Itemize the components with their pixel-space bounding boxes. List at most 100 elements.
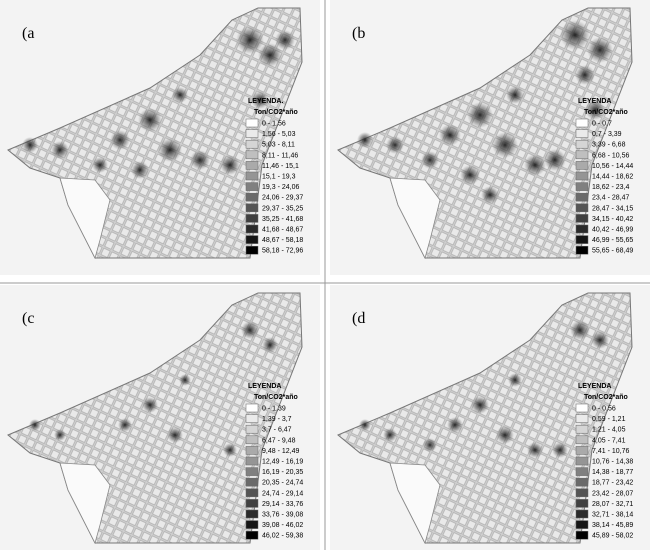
emission-hotspot [447, 417, 463, 433]
legend-swatch [575, 171, 589, 181]
legend-swatch [575, 235, 589, 244]
emission-hotspot [131, 161, 149, 179]
panel: (b LEYENDA Ton/CO2*año 0 - 0,7 0,7 - 3,39 3,3… [330, 0, 650, 275]
legend-label: 0 - 1,39 [262, 406, 286, 413]
emission-hotspot [460, 165, 480, 185]
panel: (c LEYENDA Ton/CO2*año 0 - 1,39 1,39 - 3,7 3,… [0, 285, 320, 555]
emission-hotspot [92, 157, 108, 173]
legend-unit: Ton/CO2*año [254, 109, 298, 116]
legend-swatch [245, 477, 259, 487]
legend-label: 29,14 - 33,76 [262, 501, 303, 508]
panel-label: (c [22, 310, 34, 327]
panel-label: (d [352, 310, 365, 327]
legend-swatch [575, 245, 589, 255]
legend-swatch [245, 150, 259, 160]
open-area [389, 177, 441, 260]
legend-label: 6,47 - 9,48 [262, 437, 296, 444]
emission-hotspot [357, 132, 373, 148]
legend-label: 39,08 - 46,02 [262, 522, 303, 529]
legend-label: 48,67 - 58,18 [262, 237, 303, 244]
legend-swatch [245, 245, 259, 255]
emission-hotspot [258, 43, 282, 67]
legend-label: 23,4 - 28,47 [592, 195, 629, 202]
emission-hotspot [22, 137, 38, 153]
legend-swatch [575, 139, 589, 149]
legend-swatch [245, 446, 259, 455]
legend-label: 16,19 - 20,35 [262, 469, 303, 476]
legend-swatch [245, 520, 259, 529]
emission-hotspot [241, 321, 259, 339]
legend-swatch [575, 488, 589, 498]
legend-label: 0,59 - 1,21 [592, 416, 626, 423]
emission-hotspot [544, 149, 566, 171]
panel-label: (a [22, 25, 34, 42]
emission-hotspot [190, 150, 210, 170]
legend-label: 45,89 - 58,02 [592, 533, 633, 540]
emission-hotspot [110, 130, 130, 150]
legend-label: 4,05 - 7,41 [592, 437, 626, 444]
legend-unit: Ton/CO2*año [584, 109, 628, 116]
legend-label: 34,15 - 40,42 [592, 216, 633, 223]
legend-label: 32,71 - 38,14 [592, 512, 633, 519]
emission-hotspot [423, 438, 437, 452]
legend-title: LEYENDA [248, 383, 281, 390]
legend-swatch [575, 467, 589, 476]
legend-label: 10,76 - 14,38 [592, 459, 633, 466]
legend-label: 6,68 - 10,56 [592, 152, 629, 159]
legend-label: 0 - 0,56 [592, 406, 616, 413]
legend-swatch [575, 214, 589, 223]
emission-hotspot [54, 429, 66, 441]
legend-swatch [575, 150, 589, 160]
legend-label: 1,56 - 5,03 [262, 131, 296, 138]
legend-label: 1,21 - 4,05 [592, 427, 626, 434]
legend-swatch [245, 171, 259, 181]
emission-hotspot [172, 87, 188, 103]
legend-label: 41,68 - 48,67 [262, 227, 303, 234]
legend-swatch [575, 456, 589, 466]
emission-hotspot [359, 419, 371, 431]
legend-swatch [245, 182, 259, 191]
legend-label: 29,37 - 35,25 [262, 205, 303, 212]
legend-swatch [575, 129, 589, 138]
legend-swatch [575, 224, 589, 234]
emission-hotspot [506, 86, 524, 104]
legend-swatch [575, 182, 589, 191]
emission-hotspot [421, 151, 439, 169]
emission-hotspot [118, 418, 132, 432]
emission-hotspot [587, 37, 613, 63]
legend-unit: Ton/CO2*año [254, 394, 298, 401]
emission-hotspot [262, 337, 278, 353]
emission-hotspot [51, 141, 69, 159]
legend-swatch [575, 477, 589, 487]
emission-hotspot [481, 186, 499, 204]
emission-hotspot [179, 374, 191, 386]
legend-label: 24,74 - 29,14 [262, 490, 303, 497]
emission-hotspot [275, 30, 295, 50]
legend-label: 1,39 - 3,7 [262, 416, 292, 423]
legend-swatch [245, 161, 259, 170]
legend-label: 19,3 - 24,06 [262, 184, 299, 191]
legend-swatch [245, 456, 259, 466]
legend-swatch [245, 488, 259, 498]
legend-unit: Ton/CO2*año [584, 394, 628, 401]
legend-label: 3,7 - 6,47 [262, 427, 292, 434]
legend-label: 20,35 - 24,74 [262, 480, 303, 487]
panel: (a LEYENDA. Ton/CO2*año 0 - 1,56 1,56 - 5,03… [0, 0, 320, 275]
legend-label: 0 - 1,56 [262, 121, 286, 128]
legend-swatch [245, 499, 259, 508]
legend-swatch [575, 499, 589, 508]
emission-hotspot [508, 373, 522, 387]
legend-label: 24,06 - 29,37 [262, 195, 303, 202]
legend-label: 3,39 - 6,68 [592, 142, 626, 149]
legend-swatch [245, 467, 259, 476]
emission-hotspot [575, 65, 595, 85]
legend-swatch [575, 403, 589, 413]
legend-title: LEYENDA. [248, 98, 283, 105]
legend-swatch [245, 414, 259, 423]
legend-label: 8,11 - 11,46 [262, 152, 298, 159]
legend-title: LEYENDA [578, 98, 611, 105]
emission-hotspot [138, 108, 162, 132]
legend-label: 46,02 - 59,38 [262, 533, 303, 540]
legend-swatch [575, 520, 589, 529]
legend-label: 23,42 - 28,07 [592, 490, 633, 497]
